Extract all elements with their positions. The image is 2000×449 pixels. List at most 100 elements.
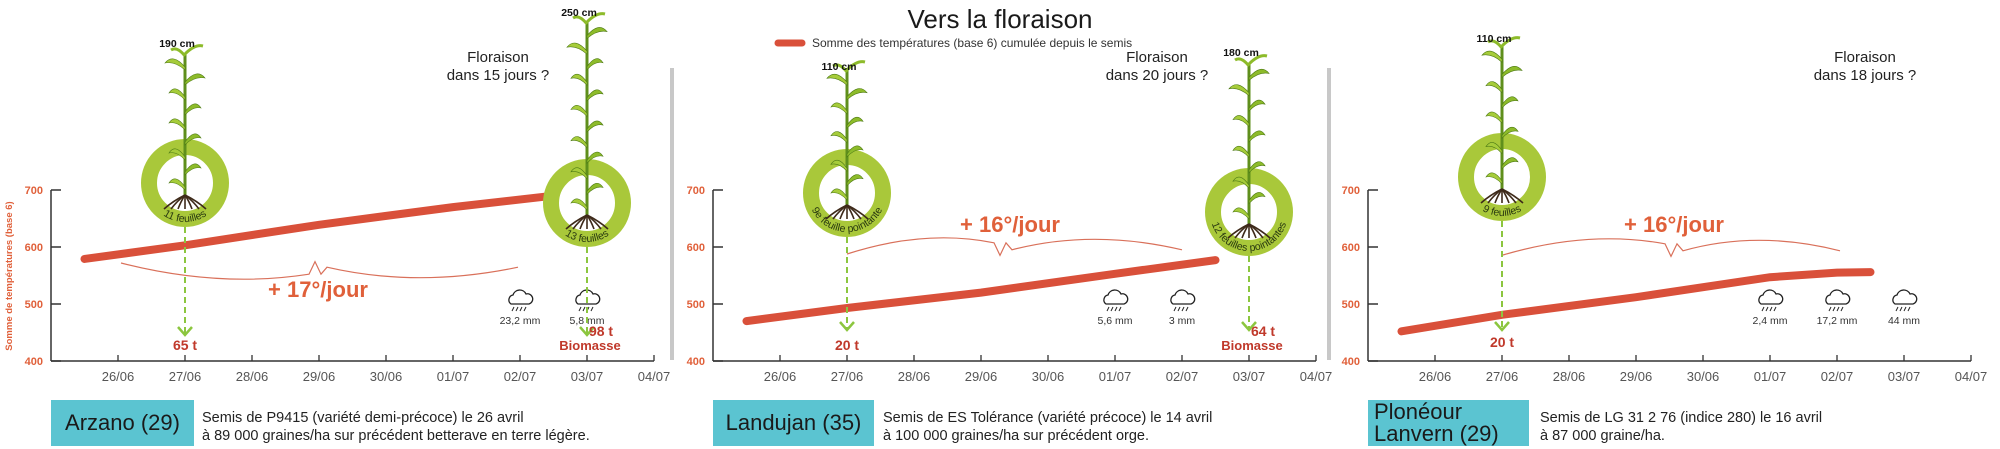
plant-leaf bbox=[586, 89, 604, 102]
y-tick-label: 500 bbox=[687, 299, 705, 311]
period-brace bbox=[1502, 238, 1841, 258]
plant-leaf bbox=[1228, 84, 1250, 97]
plant-leaf bbox=[586, 120, 604, 133]
plant-leaf bbox=[1232, 145, 1250, 159]
y-tick-label: 700 bbox=[687, 185, 705, 197]
temperature-sum-line bbox=[742, 256, 1220, 326]
stage-label: 11 feuilles bbox=[162, 208, 209, 226]
plant-leaf bbox=[1232, 207, 1250, 220]
biomass-value: 20 t bbox=[835, 337, 859, 353]
plant-height: 190 cm bbox=[159, 38, 195, 50]
x-tick-label: 27/06 bbox=[1486, 369, 1519, 384]
chart-panel-1: 400 500 600 700 26/06 27/06 28/06 29/06 30/06 01/… bbox=[25, 7, 671, 384]
y-axis-label: Somme de températures (base 6) bbox=[4, 201, 15, 350]
plant-root bbox=[1501, 188, 1524, 204]
floraison-note: dans 15 jours ? bbox=[447, 67, 550, 84]
plant-root bbox=[586, 214, 609, 230]
chart-title: Vers la floraison bbox=[908, 4, 1093, 34]
daily-rate-label: + 16°/jour bbox=[960, 212, 1060, 237]
floraison-note: Floraison bbox=[1126, 49, 1188, 66]
x-tick-label: 29/06 bbox=[303, 369, 336, 384]
plant-leaf bbox=[826, 73, 848, 87]
floraison-note: dans 18 jours ? bbox=[1814, 67, 1917, 84]
arrow-down-icon bbox=[579, 326, 595, 337]
biomass-value: 65 t bbox=[173, 337, 197, 353]
plant-leaf bbox=[846, 116, 864, 130]
plant-leaf bbox=[1485, 111, 1503, 124]
plant-leaf bbox=[168, 148, 186, 161]
rain-cloud-icon bbox=[1758, 289, 1784, 312]
temperature-sum-line bbox=[1397, 268, 1875, 336]
rain-cloud-icon bbox=[508, 289, 534, 312]
biomass-value: 98 t bbox=[589, 323, 613, 339]
x-tick-label: 26/06 bbox=[1419, 369, 1452, 384]
description-line: à 89 000 graines/ha sur précédent better… bbox=[202, 428, 590, 444]
plant-tip bbox=[572, 12, 606, 25]
plant-leaf bbox=[846, 174, 864, 187]
plant-root bbox=[1248, 223, 1271, 239]
plant-leaf bbox=[570, 167, 588, 180]
panel-divider bbox=[670, 68, 674, 360]
plant-leaf bbox=[1485, 142, 1503, 155]
stage-label: 9 feuilles bbox=[1481, 203, 1523, 219]
plant-leaf bbox=[1481, 50, 1503, 63]
x-tick-label: 01/07 bbox=[1099, 369, 1132, 384]
plant-leaf bbox=[1232, 176, 1250, 189]
plant-leaf bbox=[586, 182, 604, 196]
plant-leaf bbox=[184, 163, 202, 176]
biomass-value: 64 t bbox=[1251, 323, 1275, 339]
sowing-description: Semis de LG 31 2 76 (indice 280) le 16 a… bbox=[1540, 409, 1822, 445]
plant-height: 110 cm bbox=[1476, 33, 1511, 45]
plant-leaf bbox=[1248, 192, 1266, 205]
arrow-down-icon bbox=[1241, 321, 1257, 332]
x-tick-label: 27/06 bbox=[169, 369, 202, 384]
plant-tip bbox=[1487, 36, 1521, 49]
daily-rate-label: + 17°/jour bbox=[268, 277, 368, 302]
rain-cloud-icon bbox=[1170, 289, 1196, 312]
plant-leaf bbox=[1248, 130, 1266, 143]
plant-leaf bbox=[184, 133, 202, 146]
y-tick-label: 400 bbox=[25, 356, 43, 368]
corn-plant-icon bbox=[565, 12, 609, 230]
x-tick-label: 30/06 bbox=[370, 369, 403, 384]
plant-leaf bbox=[586, 27, 608, 40]
rain-amount: 3 mm bbox=[1169, 315, 1196, 327]
plant-leaf bbox=[1501, 126, 1519, 140]
plant-root bbox=[184, 194, 207, 210]
x-tick-label: 30/06 bbox=[1032, 369, 1065, 384]
plant-height: 180 cm bbox=[1223, 47, 1259, 59]
plant-leaf bbox=[830, 102, 848, 115]
rain-cloud-icon bbox=[1103, 289, 1129, 312]
plant-stage-marker: 9 feuilles 110 cm 20 t bbox=[1458, 33, 1546, 350]
floraison-note: Floraison bbox=[1834, 49, 1896, 66]
plant-tip bbox=[1234, 54, 1268, 67]
location-badge: Arzano (29) bbox=[51, 400, 194, 446]
description-line: Semis de LG 31 2 76 (indice 280) le 16 a… bbox=[1540, 410, 1823, 426]
rain-cloud-icon bbox=[1825, 289, 1851, 312]
period-brace bbox=[846, 237, 1183, 257]
plant-leaf bbox=[830, 188, 848, 201]
x-tick-label: 04/07 bbox=[638, 369, 671, 384]
biomass-label: Biomasse bbox=[559, 338, 620, 353]
location-badge: Landujan (35) bbox=[713, 400, 874, 446]
panel-divider bbox=[1327, 68, 1331, 360]
description-line: à 87 000 graine/ha. bbox=[1540, 428, 1665, 444]
x-tick-label: 28/06 bbox=[1553, 369, 1586, 384]
x-tick-label: 29/06 bbox=[965, 369, 998, 384]
x-tick-label: 04/07 bbox=[1300, 369, 1333, 384]
temperature-sum-line bbox=[80, 191, 558, 263]
plant-height: 110 cm bbox=[821, 61, 856, 73]
y-tick-label: 700 bbox=[25, 185, 43, 197]
rain-amount: 44 mm bbox=[1888, 315, 1920, 327]
plant-root bbox=[846, 204, 869, 220]
floraison-note: dans 20 jours ? bbox=[1106, 67, 1209, 84]
biomass-label: Biomasse bbox=[1221, 338, 1282, 353]
rain-amount: 23,2 mm bbox=[500, 315, 541, 327]
sowing-description: Semis de P9415 (variété demi-précoce) le… bbox=[202, 409, 590, 445]
x-tick-label: 01/07 bbox=[437, 369, 470, 384]
x-tick-label: 02/07 bbox=[504, 369, 537, 384]
plant-height: 250 cm bbox=[561, 7, 597, 19]
